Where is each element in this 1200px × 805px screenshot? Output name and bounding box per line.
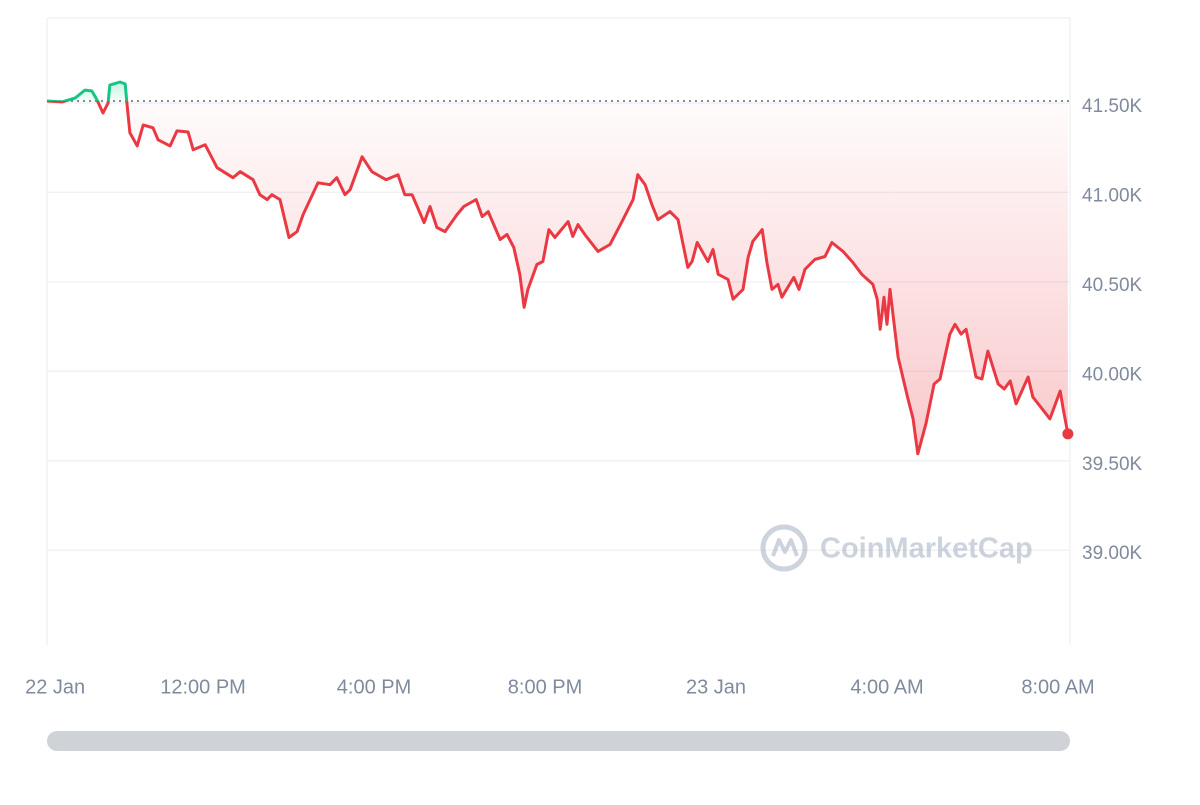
- x-tick-label: 4:00 PM: [337, 676, 411, 698]
- watermark-logo-mark: [771, 538, 799, 557]
- y-tick-label: 39.50K: [1082, 454, 1143, 475]
- y-tick-label: 39.00K: [1082, 543, 1143, 564]
- x-tick-label: 22 Jan: [25, 676, 85, 698]
- x-tick-label: 12:00 PM: [160, 676, 246, 698]
- watermark-text: CoinMarketCap: [820, 533, 1033, 565]
- x-tick-label: 23 Jan: [686, 676, 746, 698]
- y-tick-label: 41.50K: [1082, 96, 1143, 117]
- watermark: CoinMarketCap: [760, 524, 1033, 572]
- y-tick-label: 40.00K: [1082, 364, 1143, 385]
- x-tick-label: 8:00 PM: [508, 676, 582, 698]
- y-tick-label: 40.50K: [1082, 275, 1143, 296]
- data-layer: [46, 80, 1074, 456]
- x-tick-label: 8:00 AM: [1021, 676, 1094, 698]
- watermark-logo: [760, 524, 808, 572]
- area-fill-down: [47, 101, 1068, 454]
- price-line-down: [46, 101, 1070, 456]
- scrollbar[interactable]: [47, 731, 1070, 751]
- y-tick-label: 41.00K: [1082, 185, 1143, 206]
- axis-layer: 39.00K 39.50K 40.00K 40.50K 41.00K 41.50K 22 J…: [25, 96, 1142, 698]
- x-tick-label: 4:00 AM: [850, 676, 923, 698]
- last-price-dot: [1062, 428, 1074, 440]
